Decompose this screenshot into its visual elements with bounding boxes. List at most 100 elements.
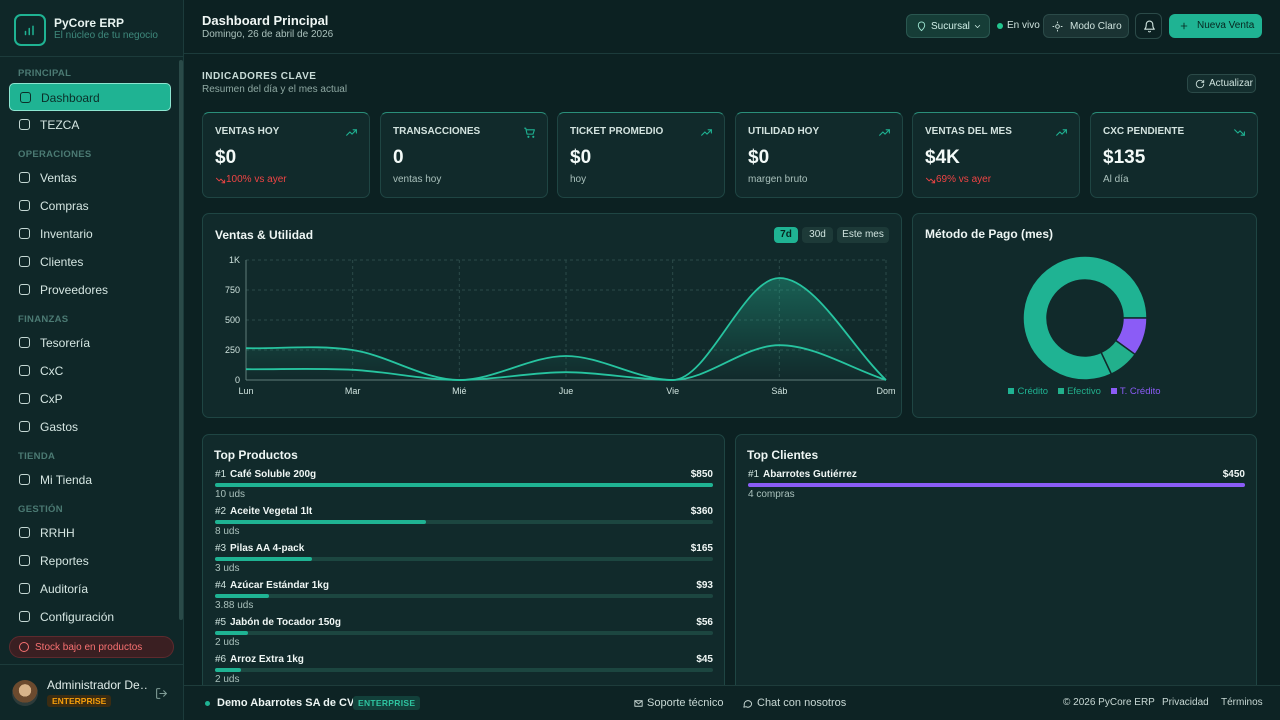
- nav-item[interactable]: Ventas: [9, 164, 171, 192]
- live-label: En vivo: [1007, 20, 1040, 31]
- nav-icon: [19, 256, 30, 267]
- bar: [215, 520, 426, 524]
- plus-icon: [1180, 22, 1188, 30]
- item-name: Café Soluble 200g: [230, 469, 317, 480]
- nav-section-title: FINANZAS: [18, 314, 69, 325]
- legend-swatch: [1110, 388, 1117, 394]
- nav-icon: [19, 527, 30, 538]
- kpi-card: TRANSACCIONES 0 ventas hoy: [380, 112, 548, 198]
- item-name: Pilas AA 4-pack: [230, 543, 305, 554]
- bar: [215, 557, 312, 561]
- icon-path: [925, 177, 936, 184]
- nav-icon: [19, 200, 30, 211]
- kpi-icon: [1056, 129, 1067, 136]
- brand-tagline: El núcleo de tu negocio: [54, 30, 158, 41]
- nav-item[interactable]: Dashboard: [9, 83, 171, 111]
- rank: #2: [215, 506, 227, 517]
- chat-icon: [743, 700, 753, 708]
- bell-icon: [1144, 20, 1155, 33]
- theme-toggle[interactable]: Modo Claro: [1043, 14, 1129, 38]
- trend-icon: [925, 177, 936, 184]
- icon-path: [1148, 30, 1151, 33]
- item-amount: $45: [696, 654, 713, 665]
- kpi-label: VENTAS HOY: [215, 126, 280, 137]
- stock-alert[interactable]: Stock bajo en productos: [9, 636, 174, 658]
- item-amount: $56: [696, 617, 713, 628]
- list-title: Top Productos: [214, 448, 298, 462]
- nav-icon: [19, 583, 30, 594]
- kpi-icon: [1234, 129, 1245, 136]
- item-name: Arroz Extra 1kg: [230, 654, 304, 665]
- icon-path: [917, 21, 926, 32]
- kpi-card: VENTAS DEL MES $4K 69% vs ayer: [912, 112, 1080, 198]
- nav-icon: [19, 172, 30, 183]
- brand-name: PyCore ERP: [54, 16, 125, 30]
- nav-item[interactable]: Mi Tienda: [9, 466, 171, 494]
- bar: [748, 483, 1245, 487]
- item-units: 2 uds: [215, 637, 240, 648]
- kpi-value: 0: [393, 147, 404, 168]
- nav-item[interactable]: Proveedores: [9, 276, 171, 304]
- terms-link[interactable]: Términos: [1221, 697, 1263, 708]
- bar-track: [215, 520, 713, 524]
- nav-icon: [19, 421, 30, 432]
- kpi-note: ventas hoy: [393, 174, 442, 185]
- nav-label: Compras: [40, 199, 89, 213]
- notifications[interactable]: [1135, 13, 1162, 39]
- item-units: 4 compras: [748, 489, 795, 500]
- nav-item[interactable]: Configuración: [9, 603, 171, 631]
- icon-path: [221, 179, 226, 184]
- kpi-note: Al día: [1103, 174, 1129, 185]
- item-name: Jabón de Tocador 150g: [230, 617, 341, 628]
- refresh-button[interactable]: Actualizar: [1187, 74, 1256, 93]
- nav-item[interactable]: Compras: [9, 192, 171, 220]
- icon-path: [1195, 79, 1205, 89]
- alert-text: Stock bajo en productos: [35, 642, 143, 653]
- page-title: Dashboard Principal: [202, 13, 329, 28]
- nav-item[interactable]: Gastos: [9, 413, 171, 441]
- rank: #1: [215, 469, 227, 480]
- nav-item[interactable]: Inventario: [9, 220, 171, 248]
- kpi-label: UTILIDAD HOY: [748, 126, 820, 137]
- nav-item[interactable]: CxC: [9, 357, 171, 385]
- chat-link[interactable]: Chat con nosotros: [757, 697, 847, 709]
- icon-path: [885, 129, 890, 134]
- nav-label: RRHH: [40, 526, 75, 540]
- live-dot: [997, 23, 1003, 29]
- chevron-icon: [974, 25, 981, 28]
- logo-bars: [24, 25, 34, 36]
- rank: #5: [215, 617, 227, 628]
- page-date: Domingo, 26 de abril de 2026: [202, 29, 334, 40]
- privacy-link[interactable]: Privacidad: [1162, 697, 1209, 708]
- kpi-label: TRANSACCIONES: [393, 126, 481, 137]
- nav-item[interactable]: Clientes: [9, 248, 171, 276]
- new-sale-button[interactable]: Nueva Venta: [1169, 14, 1262, 38]
- nav-item[interactable]: TEZCA: [9, 111, 171, 139]
- kpi-icon: [701, 129, 712, 136]
- kpi-icon: [346, 129, 357, 136]
- section-title: INDICADORES CLAVE: [202, 71, 317, 82]
- icon-path: [524, 127, 535, 135]
- kpi-label: TICKET PROMEDIO: [570, 126, 664, 137]
- branch-label: Sucursal: [931, 21, 970, 32]
- logout-icon: [156, 688, 167, 699]
- nav-item[interactable]: Reportes: [9, 547, 171, 575]
- bar-track: [215, 557, 713, 561]
- nav-item[interactable]: Tesorería: [9, 329, 171, 357]
- sun-icon: [1052, 21, 1063, 32]
- nav-item[interactable]: CxP: [9, 385, 171, 413]
- branch-select[interactable]: Sucursal: [906, 14, 990, 38]
- logo: [14, 14, 46, 46]
- chart-title: Método de Pago (mes): [925, 227, 1054, 241]
- range-button[interactable]: 30d: [802, 227, 833, 243]
- range-button[interactable]: Este mes: [837, 227, 889, 243]
- nav-label: Auditoría: [40, 582, 89, 596]
- nav-item[interactable]: Auditoría: [9, 575, 171, 603]
- alert-icon: [19, 642, 29, 652]
- range-button[interactable]: 7d: [774, 227, 798, 243]
- nav-item[interactable]: RRHH: [9, 519, 171, 547]
- support-link[interactable]: Soporte técnico: [647, 697, 724, 709]
- kpi-value: $0: [570, 147, 592, 168]
- icon-path: [156, 688, 161, 699]
